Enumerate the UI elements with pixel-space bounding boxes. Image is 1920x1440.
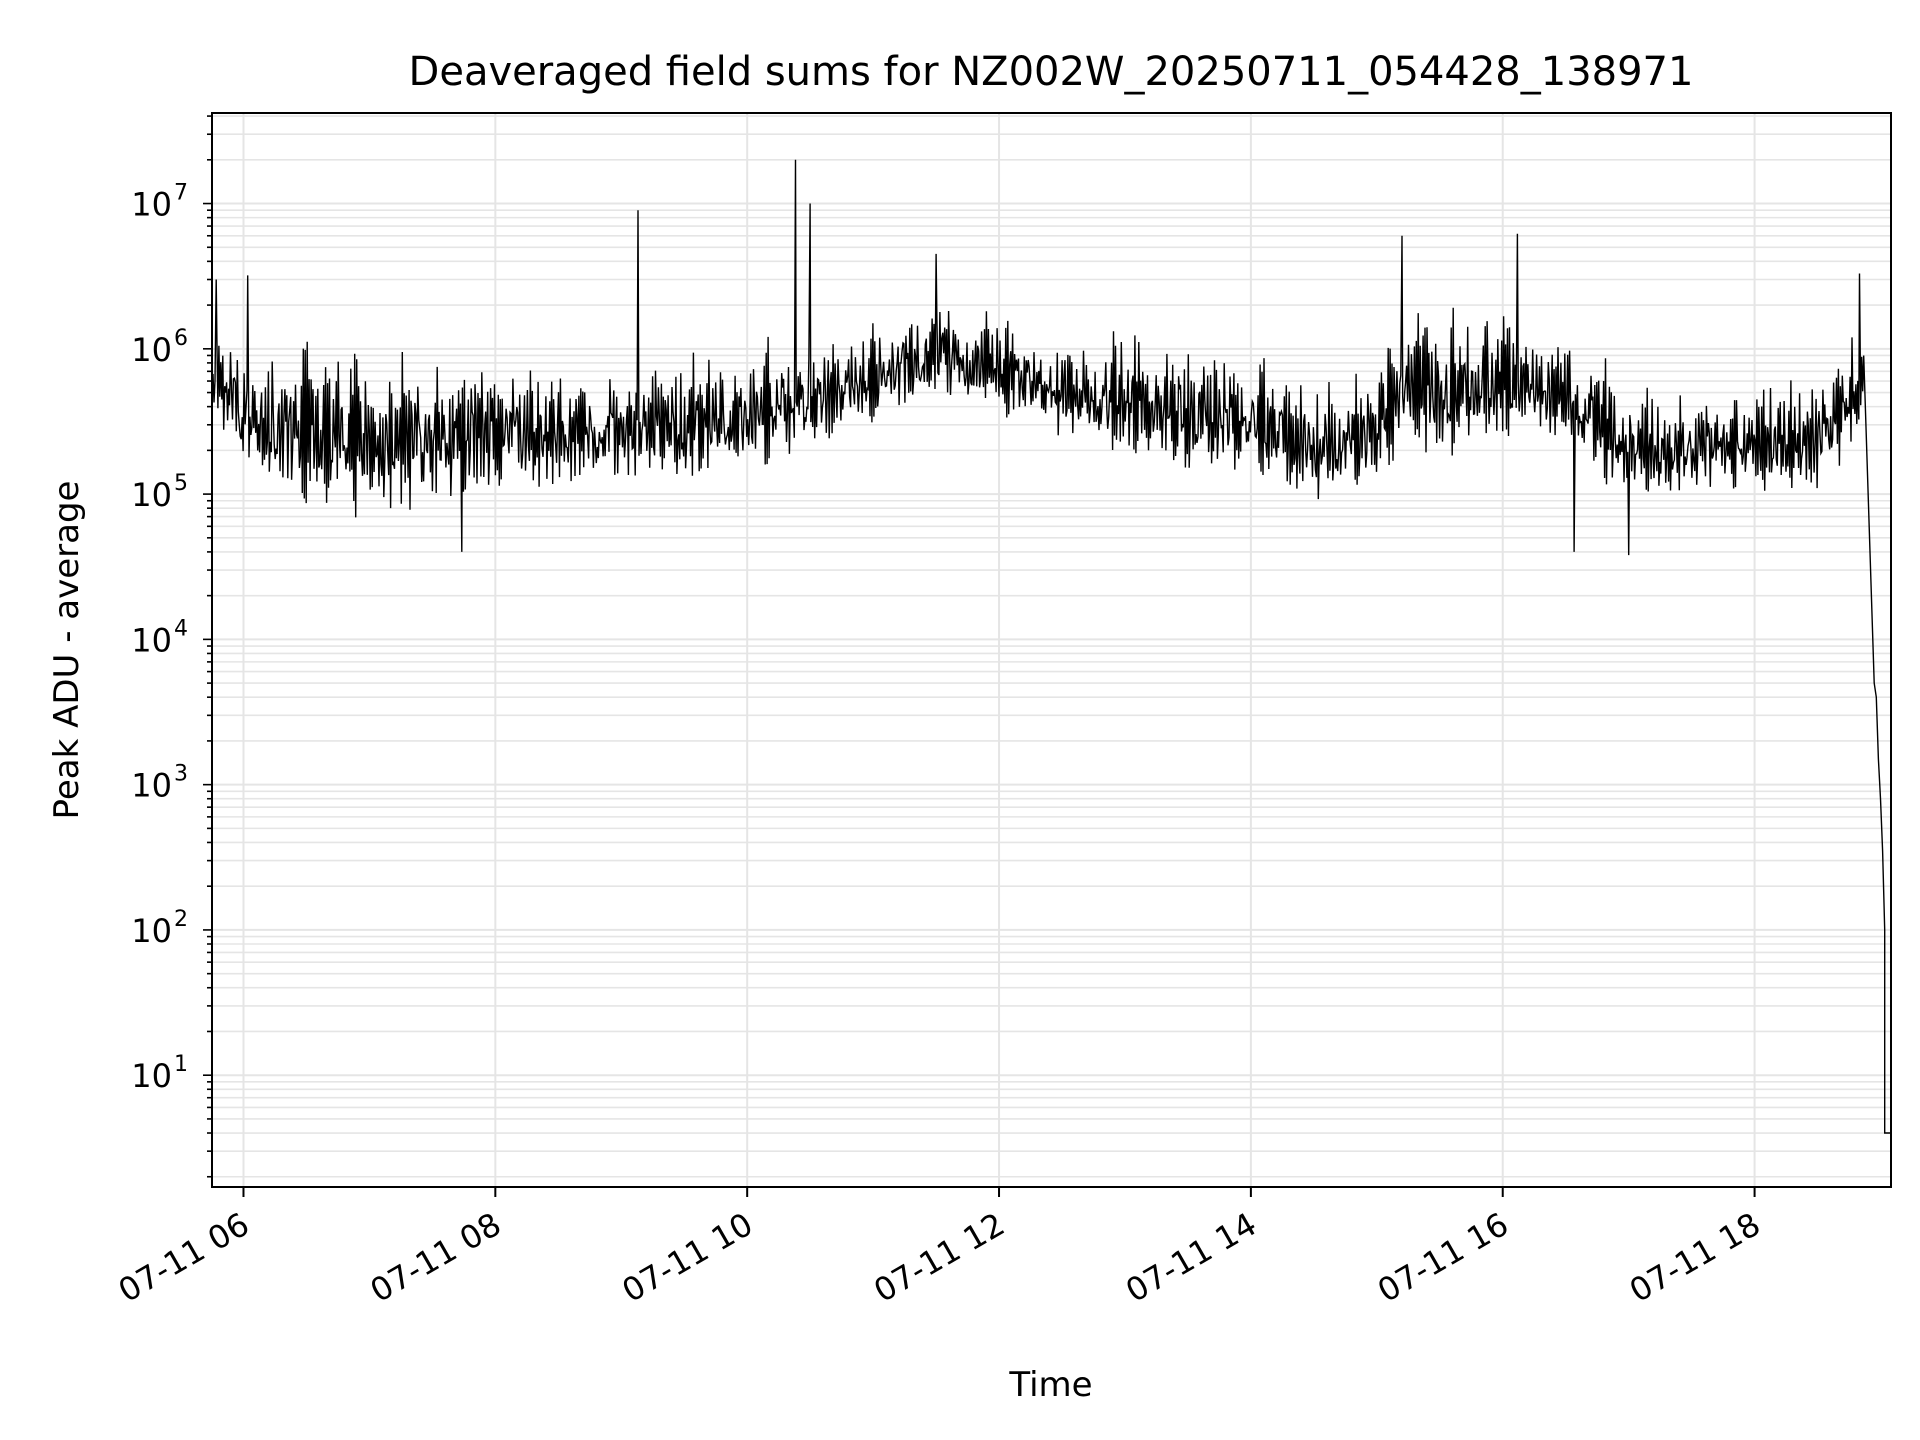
plot-area: 07-11 06 07-11 08 07-11 10 07-11 12 07-11 14… <box>112 112 1892 1310</box>
y-tick-exponent: 1 <box>174 1052 188 1077</box>
chart-title: Deaveraged field sums for NZ002W_2025071… <box>409 49 1694 95</box>
plot-frame <box>211 112 1892 1188</box>
series-line <box>212 159 1891 1134</box>
y-tick-exponent: 2 <box>174 907 188 932</box>
y-tick-exponent: 7 <box>174 181 188 206</box>
y-tick-label: 10 <box>131 186 172 224</box>
x-axis-label: Time <box>1008 1365 1092 1405</box>
y-tick-exponent: 4 <box>174 616 188 641</box>
y-tick-exponent: 5 <box>174 471 188 496</box>
y-tick-label: 10 <box>131 621 172 659</box>
y-tick-label: 10 <box>131 331 172 369</box>
grid-lines <box>212 113 1891 1187</box>
y-tick-exponent: 6 <box>174 326 188 351</box>
plot-background <box>212 113 1891 1187</box>
y-tick-label: 10 <box>131 912 172 950</box>
data-layer <box>212 159 1891 1134</box>
y-tick-label: 10 <box>131 476 172 514</box>
y-tick-exponent: 3 <box>174 762 188 787</box>
y-tick-label: 10 <box>131 1057 172 1095</box>
y-tick-label: 10 <box>131 767 172 805</box>
y-axis-label: Peak ADU - average <box>47 481 87 820</box>
